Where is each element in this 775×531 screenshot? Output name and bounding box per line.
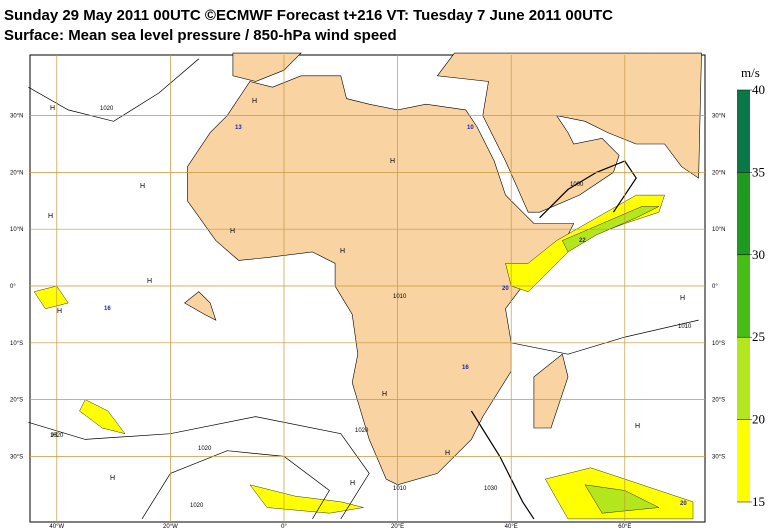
wind-area — [249, 484, 364, 514]
colorbar-segment — [737, 254, 750, 338]
lon-label: 20°W — [163, 524, 178, 530]
colorbar-unit: m/s — [741, 65, 760, 80]
isobar-label: 1020 — [50, 433, 64, 439]
isobar-label: 1010 — [678, 324, 692, 330]
wind-label: 10 — [467, 125, 474, 131]
isobar-label: 1020 — [100, 106, 114, 112]
isobar — [511, 319, 699, 355]
high-label: H — [110, 475, 115, 482]
colorbar-label: 35 — [752, 164, 765, 179]
landmass — [533, 353, 569, 429]
landmass — [436, 52, 702, 213]
high-label: H — [147, 278, 152, 285]
lat-label: 20°S — [712, 398, 725, 404]
lat-label: 30°N — [10, 114, 23, 120]
colorbar-segment — [737, 419, 750, 502]
wind-area — [584, 484, 660, 514]
isobar-label: 1020 — [190, 503, 204, 509]
colorbar-label: 20 — [752, 412, 765, 427]
lat-label: 10°S — [712, 341, 725, 347]
wind-area — [33, 285, 69, 309]
graticule — [30, 55, 705, 522]
title-line-1: Sunday 29 May 2011 00UTC ©ECMWF Forecast… — [4, 7, 613, 24]
colorbar-label: 15 — [752, 494, 765, 509]
lon-label: 0° — [281, 524, 287, 530]
wind-label: 13 — [235, 125, 242, 131]
lat-label: 20°N — [712, 170, 725, 176]
colorbar-label: 40 — [752, 82, 765, 97]
wind-label: 16 — [104, 306, 111, 312]
wind-label: 16 — [462, 365, 469, 371]
high-label: H — [390, 158, 395, 165]
lat-label: 20°S — [10, 398, 23, 404]
high-label: H — [445, 450, 450, 457]
wind-area — [562, 206, 659, 253]
isobars — [28, 58, 699, 520]
high-label: H — [252, 98, 257, 105]
high-label: H — [382, 391, 387, 398]
high-label: H — [140, 183, 145, 190]
lat-label: 20°N — [10, 170, 23, 176]
wind-label: 20 — [680, 501, 687, 507]
lat-label: 30°S — [712, 454, 725, 460]
lat-label: 10°S — [10, 341, 23, 347]
isobar-label: 1010 — [393, 486, 407, 492]
high-label: H — [635, 423, 640, 430]
high-label: H — [340, 248, 345, 255]
high-label: H — [50, 105, 55, 112]
colorbar-segment — [737, 337, 750, 420]
lon-label: 20°E — [391, 524, 404, 530]
isobar-label: 1020 — [198, 446, 212, 452]
high-label: H — [230, 228, 235, 235]
isobar-label: 1030 — [484, 486, 498, 492]
colorbar: 15 20 25 30 35 40 m/s — [737, 65, 765, 509]
high-label: H — [680, 295, 685, 302]
colorbar-segment — [737, 90, 750, 173]
lat-label: 30°N — [712, 114, 725, 120]
isobar-label: 1020 — [355, 428, 369, 434]
wind-label: 20 — [502, 286, 509, 292]
isobar — [28, 416, 370, 520]
lon-label: 40°W — [49, 524, 64, 530]
high-label: H — [57, 308, 62, 315]
lat-label: 10°N — [10, 227, 23, 233]
wind-label: 22 — [579, 238, 586, 244]
isobar — [539, 160, 637, 219]
colorbar-label: 30 — [752, 247, 765, 262]
lon-label: 40°E — [505, 524, 518, 530]
lon-label: 60°E — [618, 524, 631, 530]
lat-label: 0° — [712, 284, 718, 290]
title-line-2: Surface: Mean sea level pressure / 850-h… — [4, 27, 397, 44]
lat-label: 0° — [10, 284, 16, 290]
landmass — [184, 291, 217, 321]
labels: 40°W 20°W 0° 20°E 40°E 60°E 30°N 30°N 20°N 20°N 10… — [10, 98, 725, 530]
high-label: H — [48, 213, 53, 220]
colorbar-segment — [737, 172, 750, 255]
isobar — [141, 450, 330, 520]
colorbar-label: 25 — [752, 329, 765, 344]
wind-area — [79, 399, 126, 435]
isobar-label: 1010 — [393, 294, 407, 300]
isobar — [28, 58, 200, 122]
lat-label: 10°N — [712, 227, 725, 233]
lat-label: 30°S — [10, 454, 23, 460]
high-label: H — [350, 480, 355, 487]
isobar-label: 1000 — [570, 182, 584, 188]
high-label: H — [52, 432, 57, 439]
